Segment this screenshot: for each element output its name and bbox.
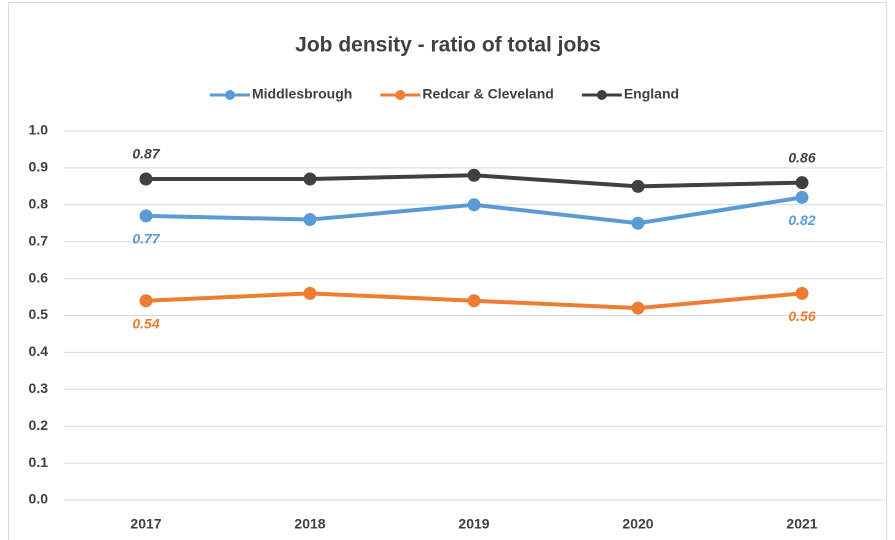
legend-label: Redcar & Cleveland: [422, 86, 554, 102]
y-tick-label: 1.0: [29, 122, 49, 138]
data-point: [795, 176, 809, 190]
legend-marker: [395, 90, 406, 100]
x-tick-label: 2021: [786, 516, 817, 532]
y-tick-label: 0.1: [29, 454, 49, 470]
y-tick-label: 0.3: [29, 380, 49, 396]
chart-border: [8, 2, 887, 540]
data-point: [139, 172, 153, 186]
y-tick-label: 0.4: [29, 343, 49, 359]
y-tick-label: 0.6: [29, 269, 49, 285]
data-label: 0.77: [132, 231, 160, 247]
data-label: 0.82: [788, 212, 815, 228]
data-label: 0.54: [132, 315, 159, 331]
y-tick-label: 0.2: [29, 417, 49, 433]
data-point: [139, 294, 153, 308]
data-point: [467, 294, 481, 308]
data-point: [303, 172, 317, 186]
legend-marker: [225, 90, 235, 100]
data-label: 0.86: [788, 149, 815, 165]
legend-marker: [596, 90, 607, 100]
y-tick-label: 0.5: [29, 306, 49, 322]
legend-label: Middlesbrough: [252, 86, 352, 102]
x-tick-label: 2020: [622, 516, 653, 532]
y-tick-label: 0.8: [29, 196, 49, 212]
data-point: [139, 209, 153, 223]
data-point: [795, 190, 809, 204]
data-point: [795, 286, 809, 300]
y-tick-label: 0.0: [29, 491, 49, 507]
data-point: [631, 301, 645, 315]
x-tick-label: 2019: [458, 516, 489, 532]
legend-label: England: [624, 86, 679, 102]
chart-title: Job density - ratio of total jobs: [295, 34, 601, 57]
data-point: [467, 198, 481, 212]
y-tick-label: 0.9: [29, 159, 49, 175]
data-label: 0.87: [132, 146, 160, 162]
x-tick-label: 2017: [130, 516, 161, 532]
data-label: 0.56: [788, 308, 815, 324]
data-point: [303, 213, 317, 227]
data-point: [631, 179, 645, 193]
x-tick-label: 2018: [294, 516, 325, 532]
data-point: [303, 286, 317, 300]
y-tick-label: 0.7: [29, 232, 49, 248]
data-point: [631, 216, 645, 230]
data-point: [467, 168, 481, 182]
